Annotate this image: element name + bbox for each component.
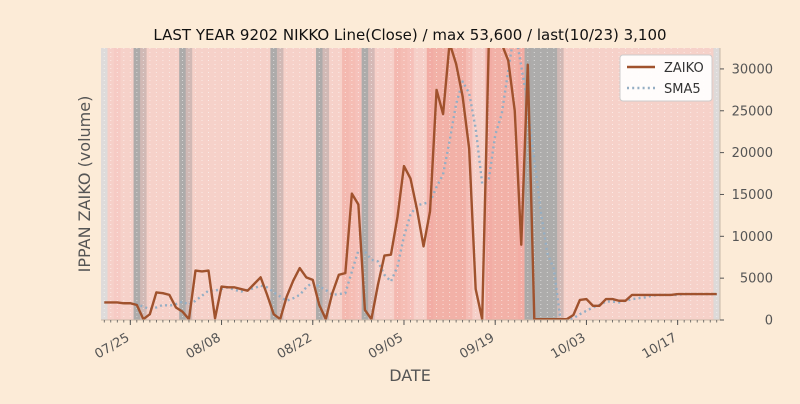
x-tick-label: 07/25 <box>92 330 132 362</box>
background-band-light-6 <box>185 48 277 320</box>
legend-label-zaiko: ZAIKO <box>664 61 704 76</box>
y-tick-label: 15000 <box>732 188 773 203</box>
y-tick-label: 0 <box>765 314 773 329</box>
y-tick-label: 25000 <box>732 104 773 119</box>
chart-title: LAST YEAR 9202 NIKKO Line(Close) / max 5… <box>153 26 666 44</box>
grid-lines <box>103 48 718 320</box>
y-axis-label: IPPAN ZAIKO (volume) <box>75 96 94 273</box>
series-lines <box>104 48 717 320</box>
series-line-zaiko <box>104 48 717 320</box>
y-tick-label: 30000 <box>732 62 773 77</box>
y-tick-label: 10000 <box>732 230 773 245</box>
x-tick-label: 10/17 <box>640 330 680 362</box>
x-tick-label: 09/19 <box>457 330 497 362</box>
x-tick-label: 10/03 <box>548 330 588 362</box>
x-tick-label: 09/05 <box>366 330 406 362</box>
y-tick-label: 20000 <box>732 146 773 161</box>
x-tick-label: 08/22 <box>275 330 315 362</box>
legend: ZAIKO SMA5 <box>619 54 713 102</box>
legend-label-sma5: SMA5 <box>664 82 701 97</box>
x-axis-label: DATE <box>389 366 431 385</box>
x-tick-label: 08/08 <box>184 330 224 362</box>
series-line-sma5 <box>130 48 717 320</box>
y-tick-label: 5000 <box>740 272 773 287</box>
